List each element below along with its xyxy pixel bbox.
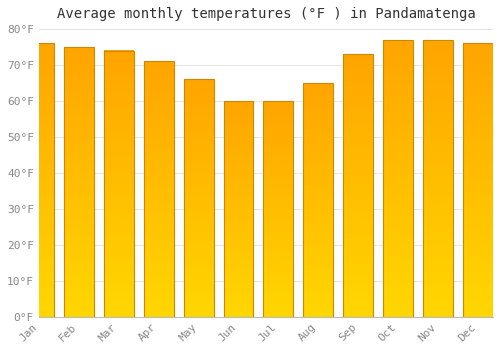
Bar bbox=[383, 40, 413, 317]
Bar bbox=[104, 51, 134, 317]
Bar bbox=[423, 40, 453, 317]
Bar bbox=[224, 101, 254, 317]
Bar bbox=[144, 62, 174, 317]
Bar bbox=[423, 40, 453, 317]
Bar bbox=[144, 62, 174, 317]
Bar bbox=[184, 79, 214, 317]
Bar bbox=[463, 43, 493, 317]
Bar bbox=[104, 51, 134, 317]
Bar bbox=[24, 43, 54, 317]
Bar bbox=[24, 43, 54, 317]
Bar bbox=[64, 47, 94, 317]
Bar bbox=[304, 83, 334, 317]
Bar bbox=[264, 101, 294, 317]
Bar bbox=[383, 40, 413, 317]
Bar bbox=[463, 43, 493, 317]
Bar bbox=[304, 83, 334, 317]
Bar bbox=[344, 54, 374, 317]
Bar bbox=[224, 101, 254, 317]
Bar bbox=[264, 101, 294, 317]
Bar bbox=[64, 47, 94, 317]
Title: Average monthly temperatures (°F ) in Pandamatenga: Average monthly temperatures (°F ) in Pa… bbox=[56, 7, 476, 21]
Bar bbox=[184, 79, 214, 317]
Bar bbox=[344, 54, 374, 317]
